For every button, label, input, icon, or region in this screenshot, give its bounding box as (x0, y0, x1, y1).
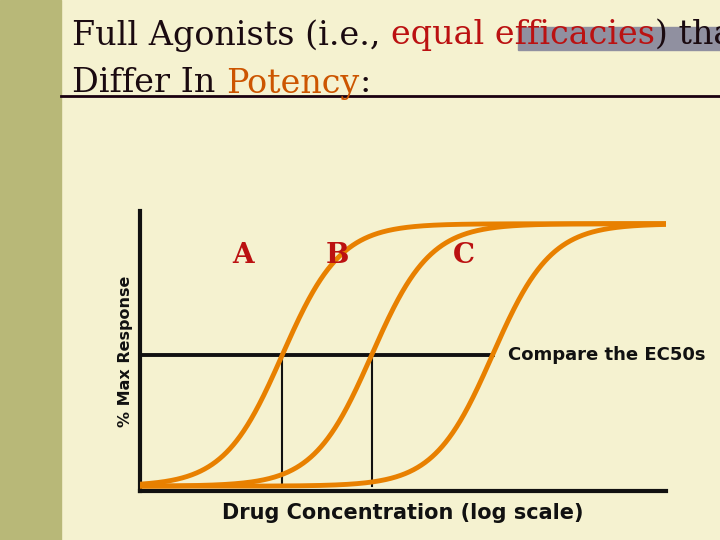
Text: A: A (232, 242, 253, 269)
Text: Full Agonists (i.e.,: Full Agonists (i.e., (72, 19, 391, 51)
Text: B: B (326, 242, 349, 269)
Text: Compare the EC50s: Compare the EC50s (508, 346, 706, 364)
Text: ) that: ) that (655, 19, 720, 51)
Text: equal efficacies: equal efficacies (391, 19, 655, 51)
Text: :: : (359, 68, 371, 99)
Y-axis label: % Max Response: % Max Response (119, 275, 133, 427)
Text: C: C (453, 242, 474, 269)
Text: Differ In: Differ In (72, 68, 226, 99)
Text: Potency: Potency (226, 68, 359, 99)
X-axis label: Drug Concentration (log scale): Drug Concentration (log scale) (222, 503, 584, 523)
